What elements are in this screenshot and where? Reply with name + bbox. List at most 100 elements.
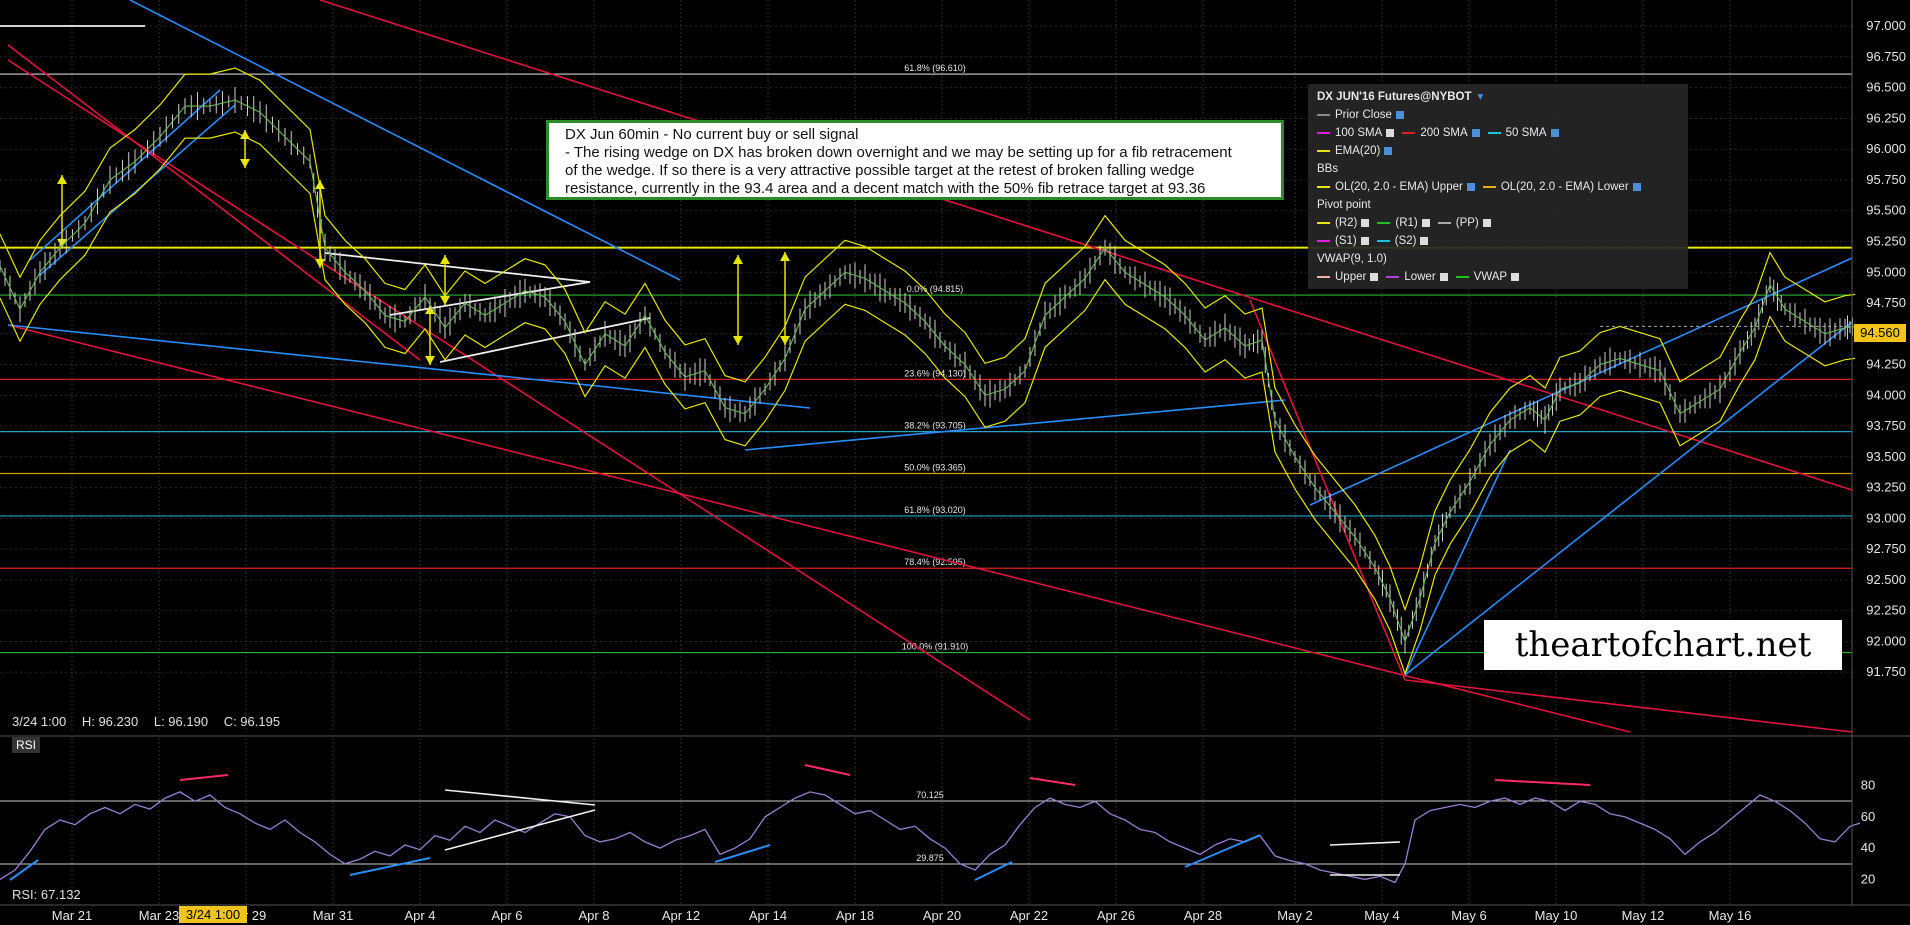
checkbox-icon[interactable] xyxy=(1386,129,1395,137)
x-tick-label: May 6 xyxy=(1451,908,1486,923)
legend-r1: (R1) xyxy=(1395,217,1418,229)
y-tick-label: 95.250 xyxy=(1866,234,1906,249)
ohlc-close: C: 96.195 xyxy=(223,714,281,729)
arrow-head xyxy=(733,255,743,264)
y-tick-label: 95.750 xyxy=(1866,172,1906,187)
settings-icon[interactable]: ▾ xyxy=(1477,91,1484,103)
rsi-wedge-line xyxy=(1329,841,1401,846)
ohlc-high: H: 96.230 xyxy=(81,714,139,729)
checkbox-icon[interactable] xyxy=(1421,219,1430,227)
ohlc-date: 3/24 1:00 xyxy=(12,714,67,729)
y-tick-label: 97.000 xyxy=(1866,18,1906,33)
y-tick-label: 94.750 xyxy=(1866,295,1906,310)
y-tick-label: 96.500 xyxy=(1866,80,1906,95)
legend-vwap: VWAP xyxy=(1473,271,1508,283)
checkbox-icon[interactable] xyxy=(1384,147,1393,155)
annotation-box: DX Jun 60min - No current buy or sell si… xyxy=(546,120,1284,200)
bb-lower-band xyxy=(0,131,1856,676)
checkbox-icon[interactable] xyxy=(1361,219,1370,227)
indicator-legend: DX JUN'16 Futures@NYBOT ▾ Prior Close 100… xyxy=(1308,84,1688,289)
checkbox-icon[interactable] xyxy=(1439,273,1448,281)
arrow-head xyxy=(425,356,435,365)
y-tick-label: 92.750 xyxy=(1866,541,1906,556)
x-tick-label: Mar 31 xyxy=(313,908,353,923)
legend-prior-close: Prior Close xyxy=(1335,109,1392,121)
legend-title: DX JUN'16 Futures@NYBOT xyxy=(1317,91,1472,103)
trend-line-blue xyxy=(1404,449,1511,676)
arrow-head xyxy=(733,336,743,345)
y-tick-label: 92.250 xyxy=(1866,603,1906,618)
checkbox-icon[interactable] xyxy=(1360,237,1369,245)
trend-line-red xyxy=(7,44,421,361)
x-tick-label: Apr 18 xyxy=(836,908,874,923)
checkbox-icon[interactable] xyxy=(1471,129,1480,137)
annotation-line: - The rising wedge on DX has broken down… xyxy=(565,144,1232,161)
trend-line-red xyxy=(7,59,1031,721)
y-tick-label: 95.500 xyxy=(1866,203,1906,218)
checkbox-icon[interactable] xyxy=(1395,111,1404,119)
y-tick-label: 96.000 xyxy=(1866,141,1906,156)
rsi-arrow-red xyxy=(1494,779,1591,786)
arrow-head xyxy=(780,336,790,345)
fib-label: 50.0% (93.365) xyxy=(904,462,966,472)
y-tick-label: 94.250 xyxy=(1866,357,1906,372)
rsi-level-label: 29.875 xyxy=(916,853,944,863)
rsi-arrow-blue xyxy=(974,861,1013,881)
x-tick-label: Apr 20 xyxy=(923,908,961,923)
trend-line-white xyxy=(324,252,591,283)
legend-bb-upper: OL(20, 2.0 - EMA) Upper xyxy=(1335,181,1463,193)
y-tick-label: 91.750 xyxy=(1866,664,1906,679)
arrow-head xyxy=(780,252,790,261)
checkbox-icon[interactable] xyxy=(1482,219,1491,227)
rsi-arrow-red xyxy=(1029,777,1076,786)
legend-vwap-lower: Lower xyxy=(1404,271,1436,283)
rsi-wedge-line xyxy=(444,809,596,851)
checkbox-icon[interactable] xyxy=(1550,129,1559,137)
fib-label: 23.6% (94.130) xyxy=(904,368,966,378)
x-tick-label: May 4 xyxy=(1364,908,1399,923)
rsi-arrow-red xyxy=(804,764,851,776)
annotation-line: of the wedge. If so there is a very attr… xyxy=(565,162,1195,179)
crosshair-time: 3/24 1:00 xyxy=(179,906,247,923)
bb-upper-band xyxy=(0,67,1856,612)
x-tick-label: May 12 xyxy=(1622,908,1665,923)
fib-label: 0.0% (94.815) xyxy=(907,284,964,294)
checkbox-icon[interactable] xyxy=(1370,273,1379,281)
y-tick-label: 96.750 xyxy=(1866,49,1906,64)
arrow-head xyxy=(57,239,67,248)
rsi-arrow-blue xyxy=(9,859,39,881)
annotation-line: resistance, currently in the 93.4 area a… xyxy=(565,180,1206,197)
y-tick-label: 95.000 xyxy=(1866,264,1906,279)
rsi-tick-label: 80 xyxy=(1861,778,1875,793)
trend-line-blue xyxy=(744,399,1286,451)
y-tick-label: 93.000 xyxy=(1866,510,1906,525)
x-tick-label: Apr 26 xyxy=(1097,908,1135,923)
x-tick-label: May 16 xyxy=(1709,908,1752,923)
legend-bbs: BBs xyxy=(1317,163,1339,175)
trend-lines xyxy=(0,0,1853,733)
legend-bb-lower: OL(20, 2.0 - EMA) Lower xyxy=(1500,181,1629,193)
rsi-arrow-red xyxy=(179,774,229,781)
trend-line-white xyxy=(439,317,651,363)
rsi-arrow-blue xyxy=(349,857,431,876)
last-price-tag: 94.560 xyxy=(1854,324,1906,342)
legend-pivot: Pivot point xyxy=(1317,199,1371,211)
checkbox-icon[interactable] xyxy=(1420,237,1429,245)
ohlc-low: L: 96.190 xyxy=(153,714,209,729)
checkbox-icon[interactable] xyxy=(1466,183,1475,191)
rsi-arrow-blue xyxy=(714,844,771,863)
rsi-label[interactable]: RSI xyxy=(12,737,41,753)
rsi-line xyxy=(0,791,1861,884)
trend-line-blue xyxy=(7,324,811,409)
x-tick-label: Apr 8 xyxy=(578,908,609,923)
fib-label: 61.8% (93.020) xyxy=(904,505,966,515)
trend-line-blue xyxy=(129,0,681,281)
y-tick-label: 93.500 xyxy=(1866,449,1906,464)
legend-sma100: 100 SMA xyxy=(1335,127,1383,139)
arrow-head xyxy=(440,255,450,264)
checkbox-icon[interactable] xyxy=(1632,183,1641,191)
y-tick-label: 94.000 xyxy=(1866,387,1906,402)
checkbox-icon[interactable] xyxy=(1511,273,1520,281)
x-tick-label: Apr 6 xyxy=(491,908,522,923)
